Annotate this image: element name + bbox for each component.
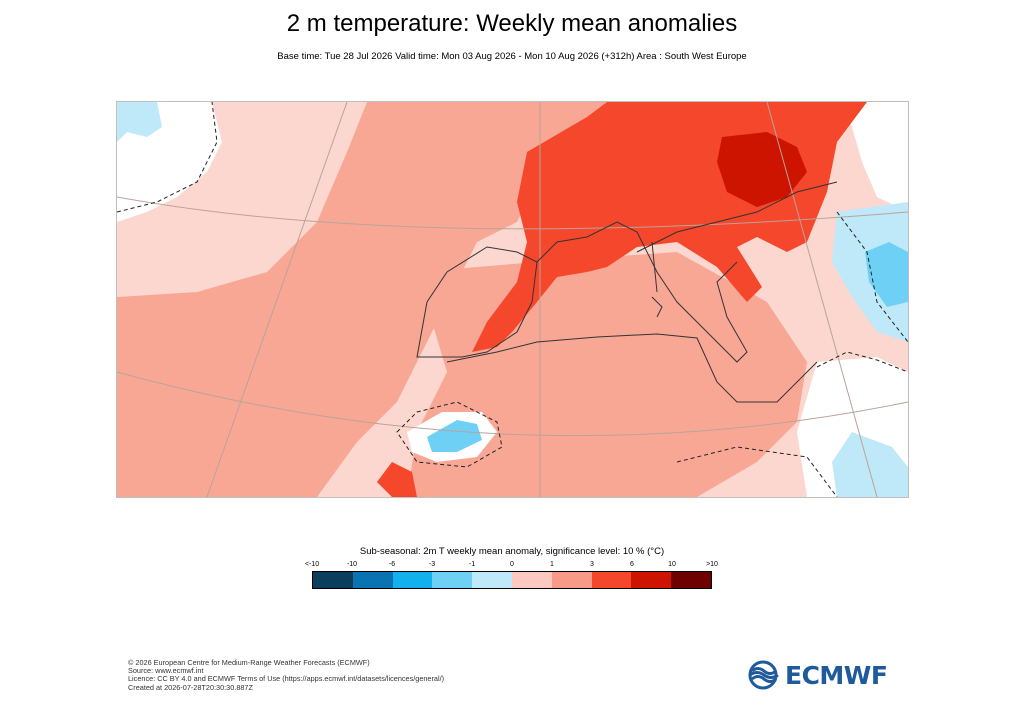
legend-tick-label: 10 bbox=[668, 561, 676, 568]
contour-east bbox=[836, 211, 908, 343]
contour-morocco bbox=[396, 401, 503, 468]
contour-se bbox=[816, 351, 908, 373]
legend-tick-label: 3 bbox=[590, 561, 594, 568]
footer-created: Created at 2026-07-28T20:30:30.887Z bbox=[128, 682, 253, 692]
legend-swatch bbox=[352, 572, 393, 588]
chart-title: 2 m temperature: Weekly mean anomalies bbox=[286, 10, 738, 37]
anomaly-map bbox=[116, 101, 909, 498]
zone-neutral-ne bbox=[837, 102, 908, 212]
legend-swatch bbox=[591, 572, 632, 588]
legend-title: Sub-seasonal: 2m T weekly mean anomaly, … bbox=[359, 546, 665, 557]
legend-tick-label: >10 bbox=[706, 561, 718, 568]
zone-very-hot-central bbox=[717, 132, 807, 207]
legend-swatch bbox=[511, 572, 552, 588]
legend-tick-label: -6 bbox=[388, 561, 396, 568]
graticule-meridian-east bbox=[766, 102, 878, 497]
ecmwf-logo-icon bbox=[748, 660, 779, 690]
chart-subtitle: Base time: Tue 28 Jul 2026 Valid time: M… bbox=[277, 51, 747, 62]
legend-tick-label: 0 bbox=[510, 561, 514, 568]
anomaly-map-svg bbox=[117, 102, 908, 497]
contour-nw bbox=[117, 102, 218, 213]
legend-tick-label: -1 bbox=[468, 561, 476, 568]
footer: © 2026 European Centre for Medium-Range … bbox=[128, 658, 445, 692]
graticule bbox=[117, 102, 908, 497]
significance-contours bbox=[117, 102, 908, 497]
zone-warm-atlantic bbox=[117, 102, 637, 497]
legend-colorbar bbox=[312, 571, 712, 589]
ecmwf-logo: ECMWF bbox=[748, 660, 898, 690]
graticule-parallel-north bbox=[117, 196, 908, 230]
contour-south bbox=[676, 446, 838, 497]
zone-cool-morocco bbox=[427, 420, 482, 452]
footer-licence: Licence: CC BY 4.0 and ECMWF Terms of Us… bbox=[128, 674, 445, 684]
footer-copyright: © 2026 European Centre for Medium-Range … bbox=[128, 658, 370, 667]
border-central-europe bbox=[636, 181, 838, 253]
zone-cool-se bbox=[832, 432, 908, 497]
coastline-islands bbox=[651, 241, 663, 318]
coastline-north-africa bbox=[446, 333, 818, 403]
legend-swatch bbox=[671, 572, 711, 588]
coastline-france-italy bbox=[536, 221, 748, 363]
footer-source: Source: www.ecmwf.int bbox=[128, 666, 204, 676]
graticule-meridian-west bbox=[206, 102, 348, 497]
legend-swatch bbox=[392, 572, 433, 588]
graticule-parallel-south bbox=[117, 371, 908, 437]
legend-tick-label: -10 bbox=[346, 561, 358, 568]
zone-hot-southwest bbox=[377, 462, 417, 497]
legend-swatch bbox=[631, 572, 672, 588]
legend-swatch bbox=[313, 572, 353, 588]
legend-tick-label: <-10 bbox=[304, 561, 320, 568]
legend-swatch bbox=[472, 572, 512, 588]
legend-tick-label: 1 bbox=[550, 561, 554, 568]
zone-cool-nw bbox=[117, 102, 162, 142]
legend-ticks: <-10 -10 -6 -3 -1 0 1 3 6 10 >10 bbox=[305, 561, 718, 571]
legend-tick-label: 6 bbox=[630, 561, 634, 568]
legend-swatch bbox=[551, 572, 592, 588]
ecmwf-logo-text: ECMWF bbox=[785, 660, 888, 690]
legend-tick-label: -3 bbox=[428, 561, 436, 568]
coastlines bbox=[416, 181, 838, 403]
zone-cold-east bbox=[865, 242, 908, 307]
legend-swatch bbox=[432, 572, 473, 588]
